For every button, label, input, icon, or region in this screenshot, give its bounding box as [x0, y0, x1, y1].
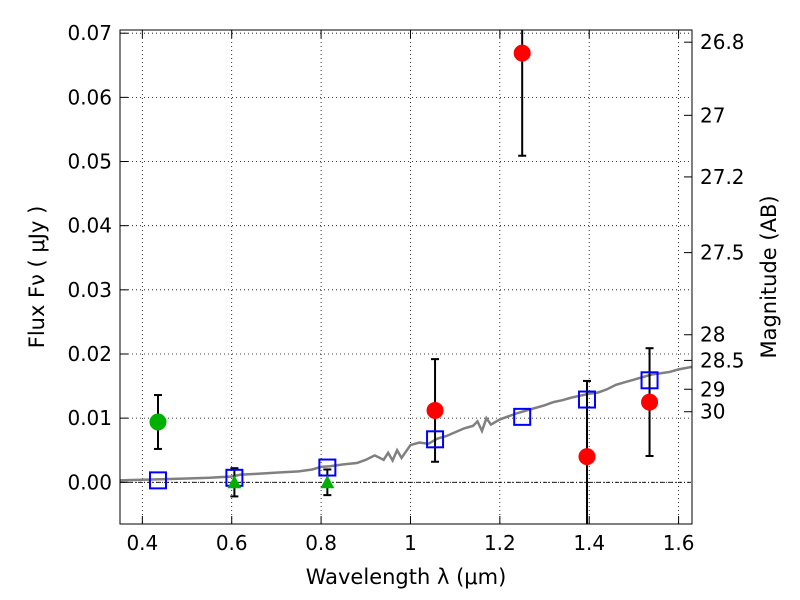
grid: [120, 30, 692, 524]
y-tick-label: 0.05: [67, 150, 112, 174]
right-tick-label: 27.5: [700, 241, 745, 265]
right-tick-label: 27: [700, 103, 725, 127]
y-tick-label: 0.06: [67, 85, 112, 109]
y-tick-label: 0.01: [67, 406, 112, 430]
series-layer: [120, 30, 692, 524]
x-tick-label: 1.2: [484, 531, 516, 555]
model-square: [426, 430, 445, 449]
x-tick-label: 0.4: [126, 531, 158, 555]
y-axis-label: Flux Fν ( μJy ): [25, 206, 49, 349]
right-tick-label: 30: [700, 400, 725, 424]
y-axis-right-label: Magnitude (AB): [757, 195, 781, 358]
y-tick-label: 0.04: [67, 214, 112, 238]
x-tick-label: 1.4: [573, 531, 605, 555]
right-tick-label: 28: [700, 323, 725, 347]
x-tick-label: 0.6: [216, 531, 248, 555]
y-tick-label: 0.07: [67, 21, 112, 45]
x-axis-label: Wavelength λ (μm): [306, 565, 507, 589]
axes: 0.4 0.6 0.8 1 1.2 1.4 1.6 0.00 0.01 0.02 0.03 0.04 0…: [67, 21, 744, 555]
y-tick-label: 0.03: [67, 278, 112, 302]
x-tick-label: 1.6: [663, 531, 695, 555]
plot-area: [120, 30, 692, 524]
right-tick-label: 26.8: [700, 30, 745, 54]
x-tick-label: 0.8: [305, 531, 337, 555]
data-point: [426, 401, 444, 419]
model-square: [148, 471, 167, 490]
spectrum-line: [120, 365, 692, 482]
y-tick-label: 0.00: [67, 470, 112, 494]
data-point: [578, 448, 596, 466]
model-square: [513, 407, 532, 426]
data-point: [513, 44, 531, 62]
data-point: [149, 413, 167, 431]
x-tick-label: 1: [404, 531, 417, 555]
plot-frame: [119, 29, 693, 525]
upper-limit-marker: [227, 475, 242, 489]
data-point: [641, 393, 659, 411]
right-tick-label: 27.2: [700, 165, 745, 189]
model-square: [577, 390, 596, 409]
model-square: [640, 371, 659, 390]
y-tick-label: 0.02: [67, 342, 112, 366]
upper-limit-marker: [320, 475, 335, 489]
right-tick-label: 28.5: [700, 348, 745, 372]
right-tick-label: 29: [700, 377, 725, 401]
